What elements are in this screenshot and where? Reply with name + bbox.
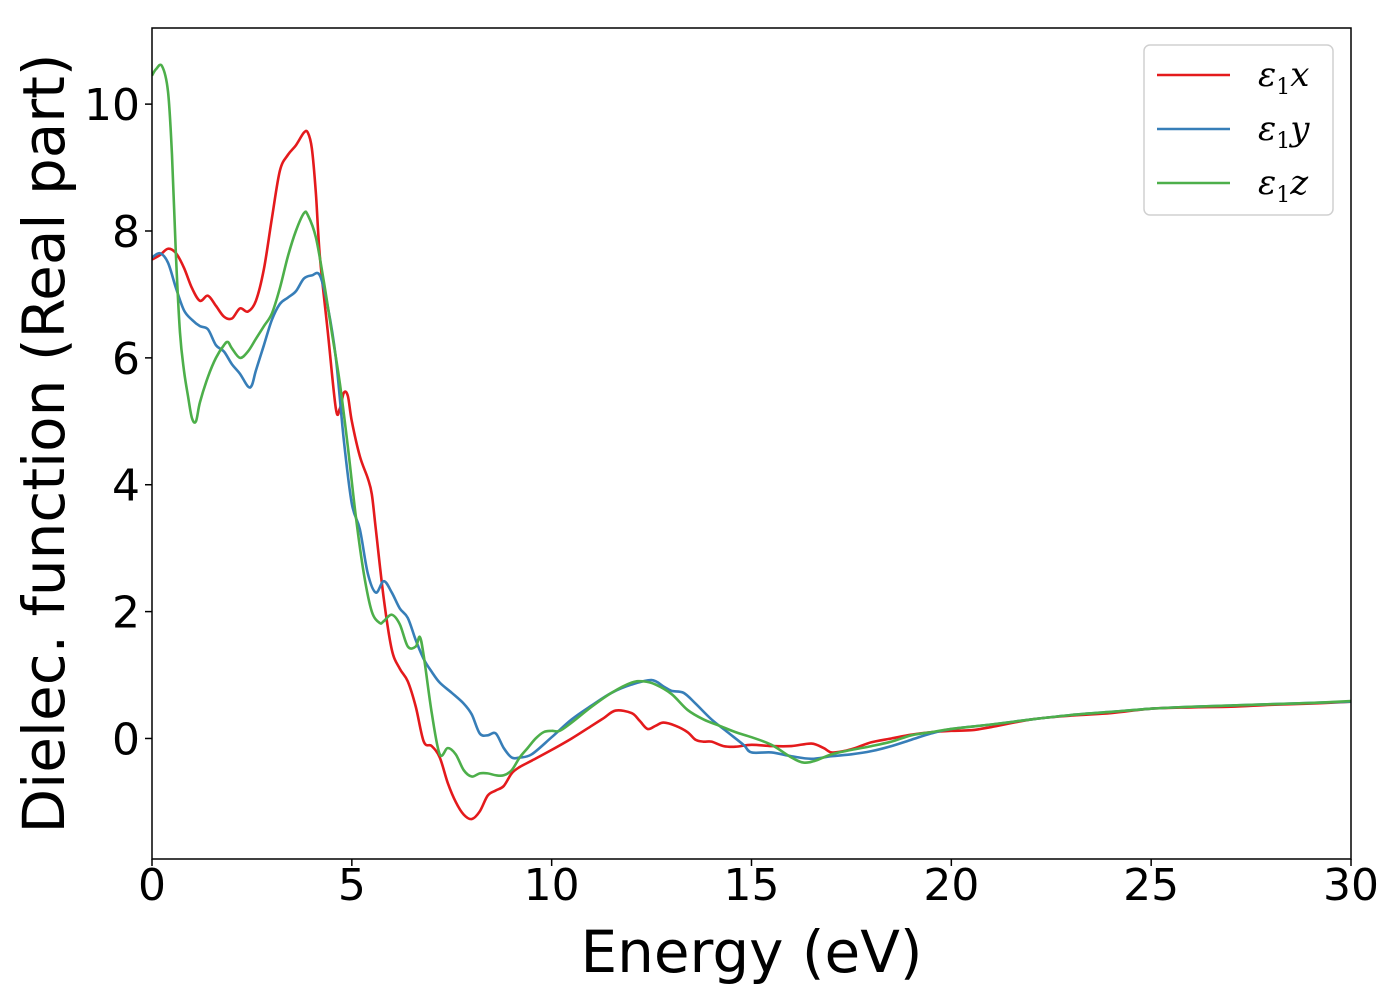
legend: ε1x ε1y ε1z [1143, 44, 1334, 216]
y-tick-label: 4 [112, 461, 140, 512]
x-axis-title: Energy (eV) [580, 918, 922, 986]
x-tick-label: 30 [1323, 860, 1379, 911]
series-line-x [152, 129, 1351, 821]
series-line-z [152, 63, 1351, 778]
legend-label-y: ε1y [1258, 109, 1310, 154]
x-tick-label: 10 [524, 860, 580, 911]
series-layer [152, 63, 1351, 821]
y-tick-label: 10 [84, 80, 140, 131]
x-tick-label: 15 [724, 860, 780, 911]
y-tick-label: 2 [112, 588, 140, 639]
y-tick-label: 0 [112, 714, 140, 765]
y-tick-label: 6 [112, 334, 140, 385]
series-line-y [152, 251, 1351, 761]
x-tick-label: 20 [923, 860, 979, 911]
x-tick-label: 5 [338, 860, 366, 911]
x-axis: 0 5 10 15 20 25 30 [138, 859, 1379, 911]
x-tick-label: 25 [1123, 860, 1179, 911]
legend-box [1143, 44, 1334, 216]
legend-label-z: ε1z [1258, 163, 1309, 208]
y-axis: 0 2 4 6 8 10 [84, 80, 152, 765]
y-tick-label: 8 [112, 207, 140, 258]
x-tick-label: 0 [138, 860, 166, 911]
legend-label-x: ε1x [1258, 55, 1309, 100]
y-axis-title: Dielec. function (Real part) [10, 53, 78, 833]
